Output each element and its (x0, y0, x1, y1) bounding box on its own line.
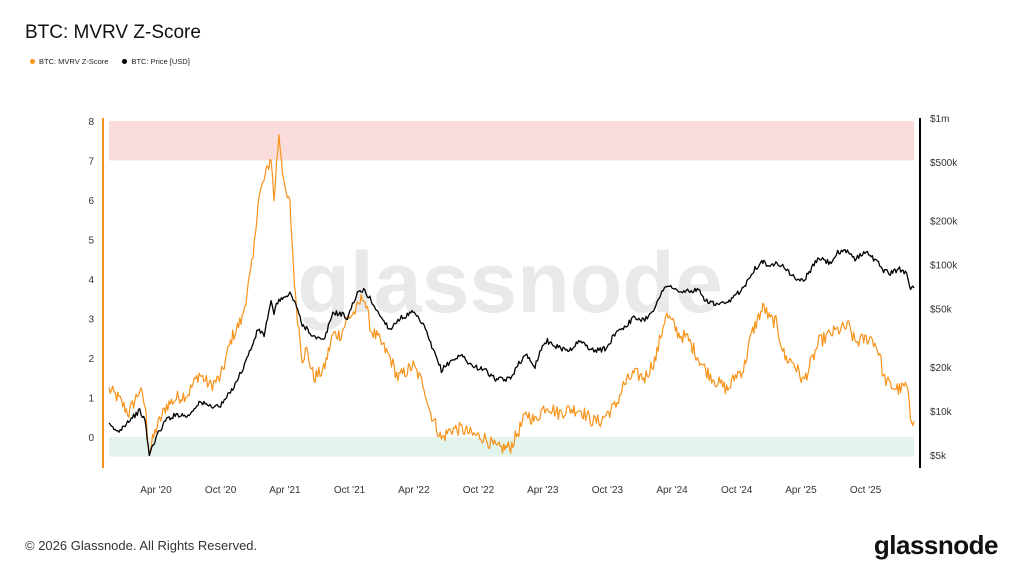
x-tick-label: Apr '24 (656, 485, 688, 496)
y-left-tick-label: 0 (88, 433, 94, 444)
x-tick-label: Apr '22 (398, 485, 430, 496)
legend-label-price: BTC: Price [USD] (131, 57, 190, 66)
x-tick-label: Oct '22 (463, 485, 495, 496)
y-right-tick-label: $100k (930, 260, 958, 271)
watermark-text: glassnode (297, 235, 722, 331)
y-right-tick-label: $20k (930, 363, 953, 374)
red-zone-band (109, 121, 914, 161)
x-tick-label: Oct '25 (850, 485, 882, 496)
y-left-tick-label: 7 (88, 157, 94, 168)
legend-dot-price (122, 59, 128, 64)
y-left-tick-label: 5 (88, 236, 94, 247)
x-tick-label: Oct '20 (205, 485, 237, 496)
y-right-tick-label: $50k (930, 305, 953, 316)
glassnode-logo: glassnode (873, 530, 999, 560)
y-left-tick-label: 8 (88, 117, 94, 128)
x-tick-label: Oct '21 (334, 485, 366, 496)
legend-dot-zscore (30, 59, 35, 64)
x-tick-label: Apr '21 (269, 485, 301, 496)
y-left-tick-label: 3 (88, 315, 94, 326)
x-tick-label: Apr '25 (785, 485, 817, 496)
y-right-tick-label: $10k (930, 407, 953, 418)
y-left-tick-label: 1 (88, 394, 94, 405)
series-line-mvrv-zscore (108, 134, 915, 456)
x-tick-label: Oct '24 (721, 485, 753, 496)
y-right-tick-label: $200k (930, 216, 958, 227)
legend-item-zscore[interactable]: BTC: MVRV Z-Score (30, 57, 108, 66)
y-right-tick-label: $500k (930, 158, 958, 169)
x-tick-label: Apr '20 (140, 485, 172, 496)
chart-legend: BTC: MVRV Z-Score BTC: Price [USD] (30, 57, 190, 66)
legend-item-price[interactable]: BTC: Price [USD] (122, 57, 190, 66)
y-left-tick-label: 6 (88, 196, 94, 207)
x-tick-label: Oct '23 (592, 485, 624, 496)
chart-title: BTC: MVRV Z-Score (25, 22, 201, 43)
footer-copyright: © 2026 Glassnode. All Rights Reserved. (25, 538, 258, 553)
legend-label-zscore: BTC: MVRV Z-Score (39, 57, 109, 66)
y-right-tick-label: $5k (930, 451, 947, 462)
y-left-tick-label: 2 (88, 354, 94, 365)
y-right-tick-label: $1m (930, 114, 949, 125)
y-left-tick-label: 4 (88, 275, 94, 286)
x-tick-label: Apr '23 (527, 485, 559, 496)
series-line-btc-price (108, 249, 915, 457)
